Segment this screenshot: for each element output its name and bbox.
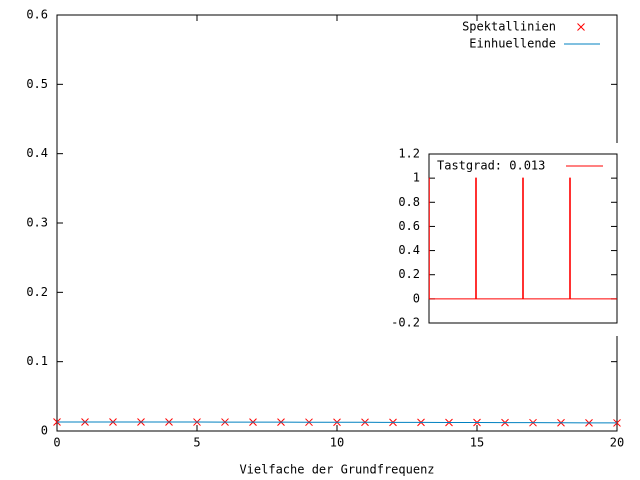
y-tick-label: 1.2	[398, 147, 420, 161]
x-tick-label: 20	[610, 436, 624, 450]
x-tick-label: 15	[470, 436, 484, 450]
legend-label: Einhuellende	[469, 37, 556, 51]
legend-marker	[577, 23, 585, 31]
y-tick-label: 0.4	[26, 146, 48, 160]
y-tick-label: 0.1	[26, 354, 48, 368]
series-line	[428, 177, 617, 300]
x-tick-label: 5	[193, 436, 200, 450]
y-tick-label: 0.2	[26, 285, 48, 299]
x-tick-label: 10	[330, 436, 344, 450]
y-tick-label: 0	[413, 291, 420, 305]
y-tick-label: 0	[41, 424, 48, 438]
y-tick-label: 0.3	[26, 216, 48, 230]
legend-label: Tastgrad: 0.013	[437, 159, 545, 173]
series-line	[57, 421, 618, 424]
x-axis-label: Vielfache der Grundfrequenz	[239, 463, 434, 477]
y-tick-label: -0.2	[391, 316, 420, 330]
y-tick-label: 0.6	[398, 219, 420, 233]
y-tick-label: 0.5	[26, 77, 48, 91]
y-tick-label: 0.2	[398, 267, 420, 281]
y-tick-label: 1	[413, 171, 420, 185]
x-tick-label: 0	[53, 436, 60, 450]
legend-label: Spektallinien	[462, 20, 556, 34]
y-tick-label: 0.8	[398, 195, 420, 209]
spectral-point	[613, 419, 621, 427]
y-tick-label: 0.4	[398, 243, 420, 257]
y-tick-label: 0.6	[26, 8, 48, 22]
